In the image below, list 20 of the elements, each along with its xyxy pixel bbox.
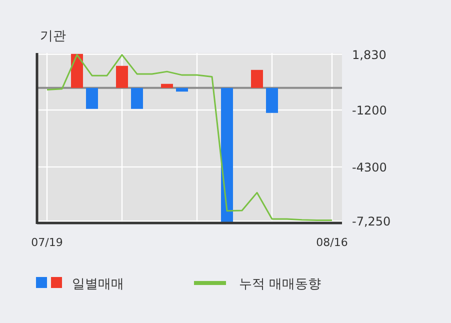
y-tick-label: 1,830 xyxy=(352,48,386,62)
y-tick-label: -7,250 xyxy=(352,214,391,229)
x-tick-label: 08/16 xyxy=(316,236,348,249)
y-tick-label: -4300 xyxy=(352,160,387,174)
legend-item: 누적 매매동향 xyxy=(194,277,322,292)
bar xyxy=(71,54,83,88)
bar xyxy=(131,88,143,109)
x-tick-label: 07/19 xyxy=(31,236,63,249)
bar xyxy=(161,84,173,88)
chart-title: 기관 xyxy=(40,29,66,44)
bar xyxy=(266,88,278,113)
bar xyxy=(221,88,233,222)
y-tick-label: -1200 xyxy=(352,103,387,118)
legend-label: 일별매매 xyxy=(72,277,124,292)
legend-label: 누적 매매동향 xyxy=(239,277,322,292)
legend-item: 일별매매 xyxy=(36,277,124,292)
bar xyxy=(86,88,98,109)
bar xyxy=(116,66,128,88)
bar xyxy=(176,88,188,92)
bar xyxy=(251,70,263,88)
